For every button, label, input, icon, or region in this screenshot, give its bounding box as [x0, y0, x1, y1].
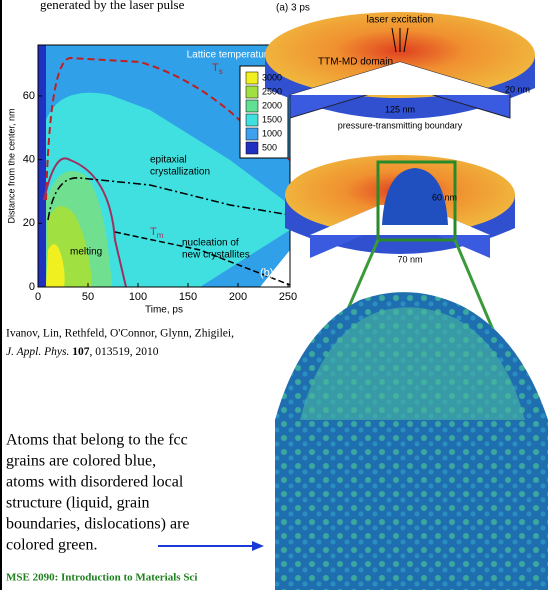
figure-label: 70 nm [397, 254, 422, 264]
body-line: boundaries, dislocations) are [6, 516, 190, 533]
y-tick-label: 40 [23, 154, 35, 166]
y-tick-label: 20 [23, 217, 35, 229]
legend-swatch [246, 100, 258, 112]
legend-swatch [246, 142, 258, 154]
region [38, 45, 46, 287]
arrow [158, 541, 264, 551]
y-tick-label: 60 [23, 90, 35, 102]
top-disk [265, 12, 535, 119]
legend-label: 1500 [262, 114, 282, 124]
x-tick-label: 250 [279, 291, 297, 303]
legend-swatch [246, 86, 258, 98]
citation-authors: Ivanov, Lin, Rethfeld, O'Connor, Glynn, … [6, 328, 234, 340]
body-line: structure (liquid, grain [6, 495, 150, 512]
y-axis-label: Distance from the center, nm [6, 108, 16, 223]
nucleation-label: new crystallites [182, 250, 250, 261]
body-text: Atoms that belong to the fcc grains are c… [6, 432, 190, 554]
legend-label: 2500 [262, 86, 282, 96]
legend-label: 1000 [262, 128, 282, 138]
legend-swatch [246, 128, 258, 140]
figure-panel: (a) 3 ps [276, 3, 310, 14]
epitaxial-label: crystallization [150, 167, 210, 178]
x-axis-label: Time, ps [145, 305, 183, 316]
legend-swatch [246, 72, 258, 84]
body-line: atoms with disordered local [6, 474, 184, 491]
figure-label: pressure-transmitting boundary [338, 120, 463, 130]
figure-label: 60 nm [432, 192, 457, 202]
panel-label: (b) [260, 267, 273, 279]
melting-label: melting [70, 247, 102, 258]
x-tick-label: 0 [35, 291, 41, 303]
legend-label: 3000 [262, 72, 282, 82]
slide: generated by the laser pulse Lattice tem… [0, 0, 548, 590]
x-tick-label: 150 [179, 291, 197, 303]
body-line: grains are colored blue, [6, 453, 156, 470]
footer: MSE 2090: Introduction to Materials Sci [6, 572, 197, 584]
legend-label: 2000 [262, 100, 282, 110]
body-line: Atoms that belong to the fcc [6, 432, 188, 449]
nucleation-label: nucleation of [182, 238, 239, 249]
body-line: colored green. [6, 537, 98, 554]
legend-swatch [246, 114, 258, 126]
figure-label: laser excitation [367, 15, 434, 26]
x-tick-label: 200 [229, 291, 247, 303]
page: generated by the laser pulse Lattice tem… [0, 0, 548, 590]
x-tick-label: 100 [129, 291, 147, 303]
epitaxial-label: epitaxial [150, 155, 187, 166]
figure-label: 125 nm [385, 104, 415, 114]
figure-label: TTM-MD domain [318, 57, 393, 68]
figure-label: 20 nm [505, 84, 530, 94]
legend-label: 500 [262, 142, 277, 152]
header-text: generated by the laser pulse [40, 0, 185, 12]
citation: J. Appl. Phys. 107, 013519, 2010 [6, 346, 159, 358]
y-tick-label: 0 [29, 281, 35, 293]
x-tick-label: 50 [82, 291, 94, 303]
